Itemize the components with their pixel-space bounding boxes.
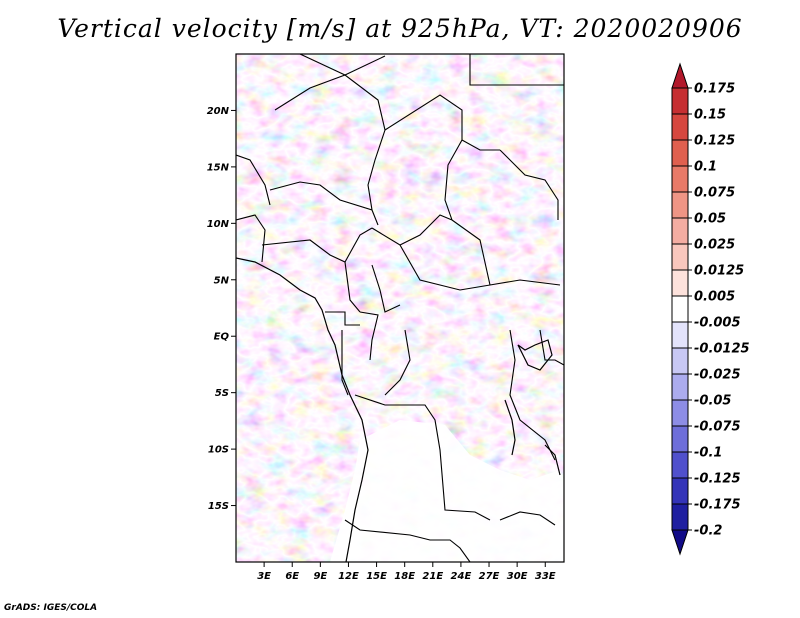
colorbar-label: 0.05 (694, 212, 726, 227)
lat-label: EQ (214, 332, 230, 343)
latitude-axis: 20N 15N 10N 5N EQ 5S 10S 15S (207, 106, 236, 512)
colorbar-label: 0.0125 (694, 264, 744, 279)
colorbar-segment (671, 321, 689, 349)
lat-label: 5N (214, 275, 230, 286)
colorbar-segment (671, 503, 689, 531)
colorbar-segment (671, 243, 689, 271)
colorbar-bottom-arrow (671, 529, 689, 556)
colorbar-segment (671, 139, 689, 167)
country-borders (236, 54, 564, 562)
colorbar-segment (671, 373, 689, 401)
colorbar-label: -0.005 (694, 316, 741, 331)
colorbar-segment (671, 191, 689, 219)
colorbar-segment (671, 399, 689, 427)
colorbar-segment (671, 451, 689, 479)
lat-label: 20N (207, 106, 230, 117)
grads-credit: GrADS: IGES/COLA (4, 603, 98, 613)
colorbar-top-arrow (671, 62, 689, 89)
colorbar: 0.175 0.15 0.125 0.1 0.075 0.05 0.025 0.0125 0.0… (671, 62, 750, 556)
colorbar-label: -0.2 (694, 524, 722, 539)
lon-label: 3E (257, 571, 271, 582)
longitude-axis: 3E 6E 9E 12E 15E 18E 21E 24E 27E 30E 33E (257, 562, 556, 582)
colorbar-segment (671, 165, 689, 193)
lat-label: 15S (208, 501, 229, 512)
colorbar-segment (671, 269, 689, 297)
colorbar-label: 0.025 (694, 238, 735, 253)
lat-label: 15N (207, 162, 230, 173)
colorbar-segment (671, 477, 689, 505)
lon-label: 27E (479, 571, 500, 582)
lat-label: 10N (207, 219, 230, 230)
lon-label: 21E (422, 571, 443, 582)
colorbar-label: -0.175 (694, 498, 741, 513)
colorbar-segment (671, 87, 689, 115)
colorbar-label: -0.05 (694, 394, 731, 409)
colorbar-label: 0.005 (694, 290, 735, 305)
colorbar-label: -0.025 (694, 368, 741, 383)
colorbar-segment (671, 295, 689, 323)
colorbar-label: 0.175 (694, 82, 735, 97)
lon-label: 15E (366, 571, 387, 582)
colorbar-segment (671, 347, 689, 375)
colorbar-label: -0.125 (694, 472, 741, 487)
colorbar-segment (671, 113, 689, 141)
lon-label: 30E (507, 571, 528, 582)
lon-label: 12E (338, 571, 359, 582)
colorbar-label: 0.15 (694, 108, 726, 123)
lon-label: 24E (451, 571, 472, 582)
lat-label: 10S (208, 445, 229, 456)
lon-label: 18E (394, 571, 415, 582)
lon-label: 9E (313, 571, 327, 582)
map-title: Vertical velocity [m/s] at 925hPa, VT: 2… (57, 14, 743, 43)
colorbar-label: 0.125 (694, 134, 735, 149)
coastline (236, 257, 561, 562)
colorbar-label: -0.1 (694, 446, 722, 461)
map-frame (235, 53, 565, 563)
lat-label: 5S (215, 388, 229, 399)
colorbar-segment (671, 217, 689, 245)
colorbar-label: -0.075 (694, 420, 741, 435)
colorbar-label: -0.0125 (694, 342, 750, 357)
colorbar-label: 0.075 (694, 186, 735, 201)
lon-label: 6E (285, 571, 299, 582)
colorbar-segment (671, 425, 689, 453)
vertical-velocity-field (236, 54, 564, 562)
lon-label: 33E (535, 571, 556, 582)
colorbar-label: 0.1 (694, 160, 717, 175)
